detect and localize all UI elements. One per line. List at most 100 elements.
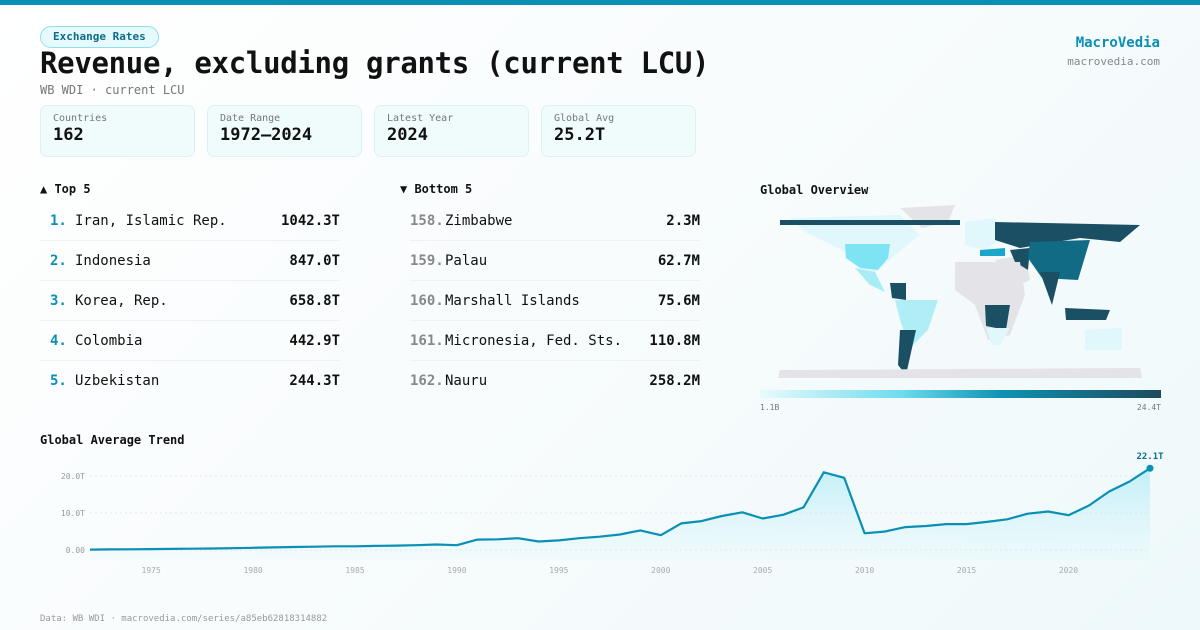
brand-name: MacroVedia [1075, 35, 1160, 51]
x-tick-label: 2015 [957, 566, 976, 575]
world-map[interactable] [760, 200, 1160, 385]
top5-heading: ▲ Top 5 [40, 182, 91, 196]
last-value-label: 22.1T [1136, 452, 1164, 462]
x-tick-label: 2005 [753, 566, 772, 575]
list-item[interactable]: 158. Zimbabwe 2.3M [410, 201, 700, 241]
stat-label: Countries [53, 113, 108, 124]
country-name: Korea, Rep. [75, 292, 168, 309]
value: 847.0T [289, 252, 340, 269]
x-tick-label: 1990 [447, 566, 466, 575]
top5-list: 1. Iran, Islamic Rep. 1042.3T 2. Indonesia 84… [40, 201, 340, 401]
stat-value: 25.2T [554, 125, 606, 145]
legend-max: 24.4T [1136, 403, 1161, 412]
list-item[interactable]: 160. Marshall Islands 75.6M [410, 281, 700, 321]
rank: 4. [50, 332, 67, 349]
map-colombia[interactable] [890, 283, 906, 300]
stat-value: 2024 [387, 125, 428, 145]
x-tick-label: 1980 [243, 566, 262, 575]
value: 244.3T [289, 373, 340, 389]
trend-area [90, 468, 1150, 560]
list-item[interactable]: 1. Iran, Islamic Rep. 1042.3T [40, 201, 340, 241]
stat-label: Global Avg [554, 113, 615, 124]
map-heading: Global Overview [760, 183, 869, 197]
map-antarctica[interactable] [778, 368, 1142, 378]
page-title: Revenue, excluding grants (current LCU) [40, 46, 710, 80]
rank: 2. [50, 252, 67, 269]
map-iran[interactable] [1010, 248, 1030, 270]
list-item[interactable]: 162. Nauru 258.2M [410, 361, 700, 401]
category-badge[interactable]: Exchange Rates [40, 26, 159, 48]
value: 62.7M [657, 252, 700, 269]
value: 110.8M [649, 332, 700, 349]
map-europe[interactable] [965, 218, 1000, 250]
value: 442.9T [289, 332, 340, 349]
country-name: Palau [445, 252, 488, 269]
country-name: Zimbabwe [445, 212, 513, 229]
map-turkey[interactable] [980, 248, 1005, 256]
x-tick-label: 1995 [549, 566, 568, 575]
list-item[interactable]: 5. Uzbekistan 244.3T [40, 361, 340, 401]
y-tick-label: 0.00 [66, 546, 85, 555]
map-india[interactable] [1040, 272, 1060, 305]
map-usa[interactable] [845, 244, 890, 270]
y-tick-label: 10.0T [61, 509, 85, 518]
last-point [1146, 464, 1154, 472]
map-russia-strip[interactable] [780, 220, 960, 225]
country-name: Uzbekistan [75, 373, 160, 389]
x-tick-label: 2020 [1059, 566, 1078, 575]
rank: 160. [410, 292, 444, 309]
x-tick-label: 1985 [345, 566, 364, 575]
country-name: Colombia [75, 332, 143, 349]
x-tick-label: 1975 [142, 566, 161, 575]
stat-countries: Countries 162 [40, 105, 195, 157]
rank: 162. [410, 373, 444, 389]
rank: 1. [50, 212, 67, 229]
brand-url: macrovedia.com [1067, 55, 1160, 68]
top-accent-bar [0, 0, 1200, 5]
rank: 5. [50, 373, 67, 389]
footer-source: Data: WB WDI · macrovedia.com/series/a85… [40, 614, 328, 624]
stat-global-avg: Global Avg 25.2T [541, 105, 696, 157]
value: 258.2M [649, 373, 700, 389]
map-mexico[interactable] [855, 268, 885, 292]
map-china[interactable] [1028, 240, 1090, 280]
trend-line [89, 467, 1151, 551]
list-item[interactable]: 161. Micronesia, Fed. Sts. 110.8M [410, 321, 700, 361]
list-item[interactable]: 2. Indonesia 847.0T [40, 241, 340, 281]
stat-value: 1972–2024 [220, 125, 313, 145]
trend-heading: Global Average Trend [40, 433, 185, 447]
map-drc[interactable] [985, 305, 1010, 330]
trend-chart[interactable]: 0.00 10.0T 20.0T 1975 1980 1985 1990 1995 2000 20… [0, 440, 1200, 580]
rank: 158. [410, 212, 444, 229]
list-item[interactable]: 3. Korea, Rep. 658.8T [40, 281, 340, 321]
rank: 3. [50, 292, 67, 309]
stat-latest-year: Latest Year 2024 [374, 105, 529, 157]
value: 658.8T [289, 292, 340, 309]
country-name: Iran, Islamic Rep. [75, 212, 227, 229]
list-item[interactable]: 159. Palau 62.7M [410, 241, 700, 281]
map-argentina[interactable] [898, 330, 916, 375]
country-name: Indonesia [75, 252, 151, 269]
bottom5-list: 158. Zimbabwe 2.3M 159. Palau 62.7M 160. Marsha… [410, 201, 700, 401]
map-southern-africa[interactable] [986, 328, 1010, 345]
y-tick-label: 20.0T [61, 472, 85, 481]
stat-date-range: Date Range 1972–2024 [207, 105, 362, 157]
brand[interactable]: MacroVedia macrovedia.com [1067, 35, 1160, 68]
map-russia[interactable] [995, 222, 1140, 248]
map-australia[interactable] [1085, 328, 1122, 350]
stat-label: Date Range [220, 113, 281, 124]
map-indonesia[interactable] [1065, 308, 1110, 320]
country-name: Micronesia, Fed. Sts. [445, 332, 623, 349]
rank: 161. [410, 332, 444, 349]
stats-row: Countries 162 Date Range 1972–2024 Latest … [40, 105, 696, 157]
map-color-legend [760, 390, 1161, 398]
x-tick-label: 2010 [855, 566, 874, 575]
country-name: Nauru [445, 373, 488, 389]
value: 75.6M [657, 292, 700, 309]
stat-value: 162 [53, 125, 84, 145]
value: 2.3M [666, 212, 700, 229]
stat-label: Latest Year [387, 113, 454, 124]
x-tick-label: 2000 [651, 566, 670, 575]
list-item[interactable]: 4. Colombia 442.9T [40, 321, 340, 361]
legend-min: 1.1B [760, 403, 780, 412]
